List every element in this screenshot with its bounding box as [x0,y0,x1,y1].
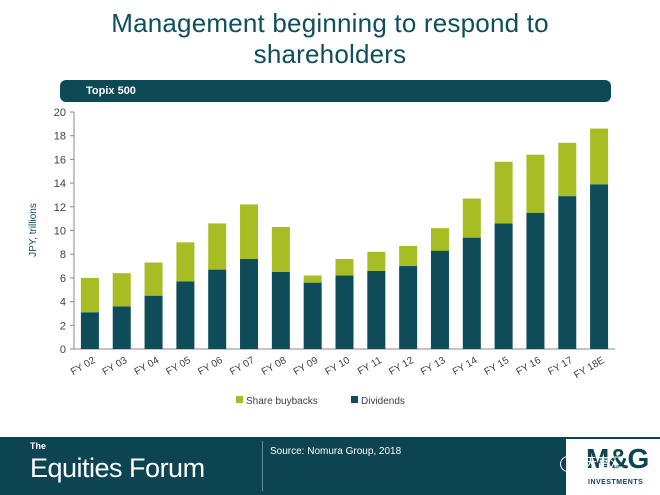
y-tick-label: 18 [54,131,66,143]
bar-dividends [494,223,513,349]
bar-share-buybacks [208,223,227,270]
x-tick-label: FY 02 [69,355,98,378]
brand-prefix: The [30,441,47,451]
legend-label: Dividends [361,396,405,407]
x-tick-label: FY 09 [292,355,321,378]
bar-share-buybacks [590,128,609,185]
x-tick-label: FY 15 [483,355,512,378]
bar-dividends [367,270,386,349]
bar-dividends [271,271,290,349]
bar-dividends [430,250,449,349]
bar-dividends [462,237,481,349]
legend-swatch [236,396,243,403]
bar-share-buybacks [367,251,386,271]
bar-share-buybacks [240,204,259,259]
y-axis-title: JPY, trillions [28,203,39,257]
y-tick-label: 10 [54,226,66,238]
x-tick-label: FY 12 [387,355,416,378]
title-line-1: Management beginning to respond to [111,8,549,38]
bar-share-buybacks [462,198,481,238]
source-note: Source: Nomura Group, 2018 [270,446,402,457]
x-tick-label: FY 16 [514,355,543,378]
bar-share-buybacks [80,277,99,313]
chart-banner: Topix 500 [60,80,611,102]
bar-share-buybacks [303,275,322,283]
x-tick-label: FY 14 [451,355,480,378]
bar-dividends [526,212,545,349]
y-tick-label: 0 [60,344,66,356]
bar-share-buybacks [176,242,195,282]
bar-dividends [240,258,259,349]
legend-swatch [351,396,358,403]
bar-dividends [303,282,322,349]
brand-name: Equities Forum [30,453,205,483]
bar-dividends [399,266,418,349]
x-tick-label: FY 03 [101,355,130,378]
x-tick-label: FY 13 [419,355,448,378]
bar-dividends [335,275,354,349]
bar-share-buybacks [112,273,131,307]
y-tick-label: 6 [60,273,66,285]
x-tick-label: FY 06 [196,355,225,378]
mg-investments-logo: M&G INVESTMENTS [566,439,660,495]
y-tick-label: 14 [54,178,66,190]
bar-share-buybacks [271,226,290,272]
y-tick-label: 12 [54,202,66,214]
x-tick-label: FY 10 [324,355,353,378]
watermark-text: 天富汇 [584,455,624,470]
logo-mg-text: M&G [586,443,649,474]
bar-dividends [208,269,227,349]
wechat-icon [560,455,580,472]
x-tick-label: FY 07 [228,355,257,378]
bar-share-buybacks [144,262,163,296]
bar-dividends [176,281,195,349]
x-tick-label: FY 05 [164,355,193,378]
watermark: 天富汇 [560,452,660,474]
bar-share-buybacks [430,228,449,251]
x-tick-label: FY 08 [260,355,289,378]
legend-label: Share buybacks [246,396,318,407]
x-tick-label: FY 11 [356,355,384,378]
bar-dividends [144,295,163,349]
bar-dividends [558,196,577,349]
bar-share-buybacks [399,245,418,267]
x-tick-label: FY 17 [546,355,575,378]
bar-share-buybacks [335,258,354,276]
slide-title: Management beginning to respond to share… [0,8,660,70]
y-tick-label: 16 [54,154,66,166]
bar-share-buybacks [558,142,577,197]
footer-divider [262,441,263,491]
y-tick-label: 4 [60,297,66,309]
bar-dividends [80,312,99,349]
x-tick-label: FY 04 [133,355,162,378]
bar-dividends [112,306,131,349]
x-tick-label: FY 18E [572,355,607,381]
footer-bar: The Equities Forum Source: Nomura Group,… [0,437,660,495]
logo-investments-text: INVESTMENTS [588,479,644,486]
bar-share-buybacks [526,154,545,213]
bar-share-buybacks [494,161,513,224]
y-tick-label: 20 [54,107,66,119]
title-line-2: shareholders [253,39,407,69]
bar-dividends [590,184,609,349]
y-tick-label: 2 [60,320,66,332]
y-tick-label: 8 [60,249,66,261]
